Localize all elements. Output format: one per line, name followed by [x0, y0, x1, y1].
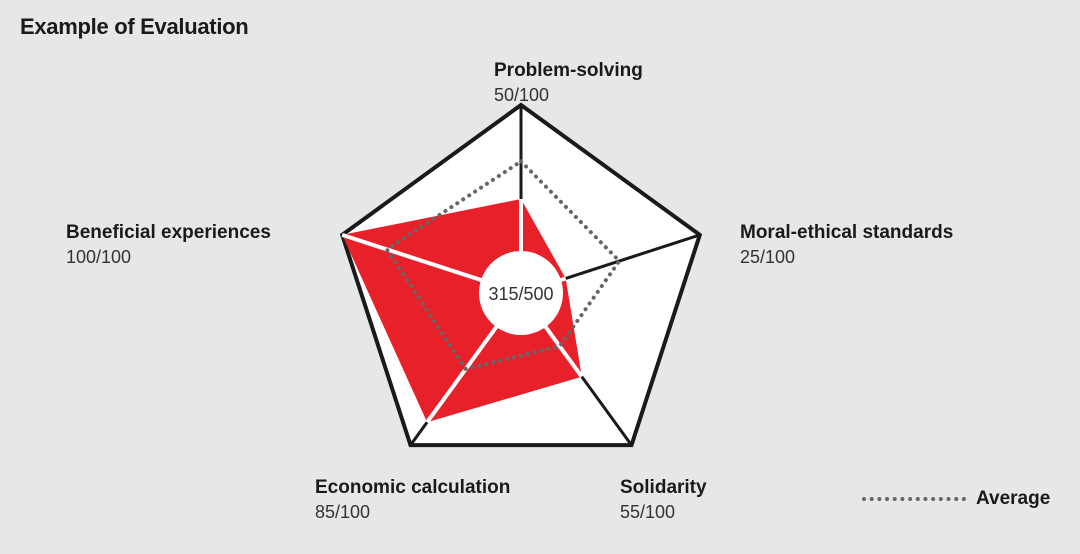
spoke-outer-3 — [409, 421, 429, 446]
axis-score-2: 55/100 — [620, 502, 675, 522]
axis-label-2: Solidarity — [620, 477, 707, 498]
average-dots-icon — [862, 497, 966, 501]
axis-score-4: 100/100 — [66, 247, 131, 267]
chart-title: Example of Evaluation — [20, 14, 249, 39]
axis-score-0: 50/100 — [494, 85, 549, 105]
axis-score-3: 85/100 — [315, 502, 370, 522]
legend-average-label: Average — [976, 488, 1051, 509]
axis-label-0: Problem-solving — [494, 60, 643, 81]
center-circle — [479, 251, 563, 335]
spoke-outer-1 — [565, 233, 701, 280]
axis-label-4: Beneficial experiences — [66, 222, 271, 243]
axis-label-3: Economic calculation — [315, 477, 510, 498]
average-line — [384, 159, 622, 372]
spoke-outer-2 — [580, 375, 633, 446]
axis-score-1: 25/100 — [740, 247, 795, 267]
total-score: 315/500 — [488, 284, 553, 304]
axis-labels: Problem-solving 50/100 Moral-ethical stand… — [66, 60, 953, 522]
axis-label-1: Moral-ethical standards — [740, 222, 953, 243]
legend: Average — [862, 488, 1050, 510]
